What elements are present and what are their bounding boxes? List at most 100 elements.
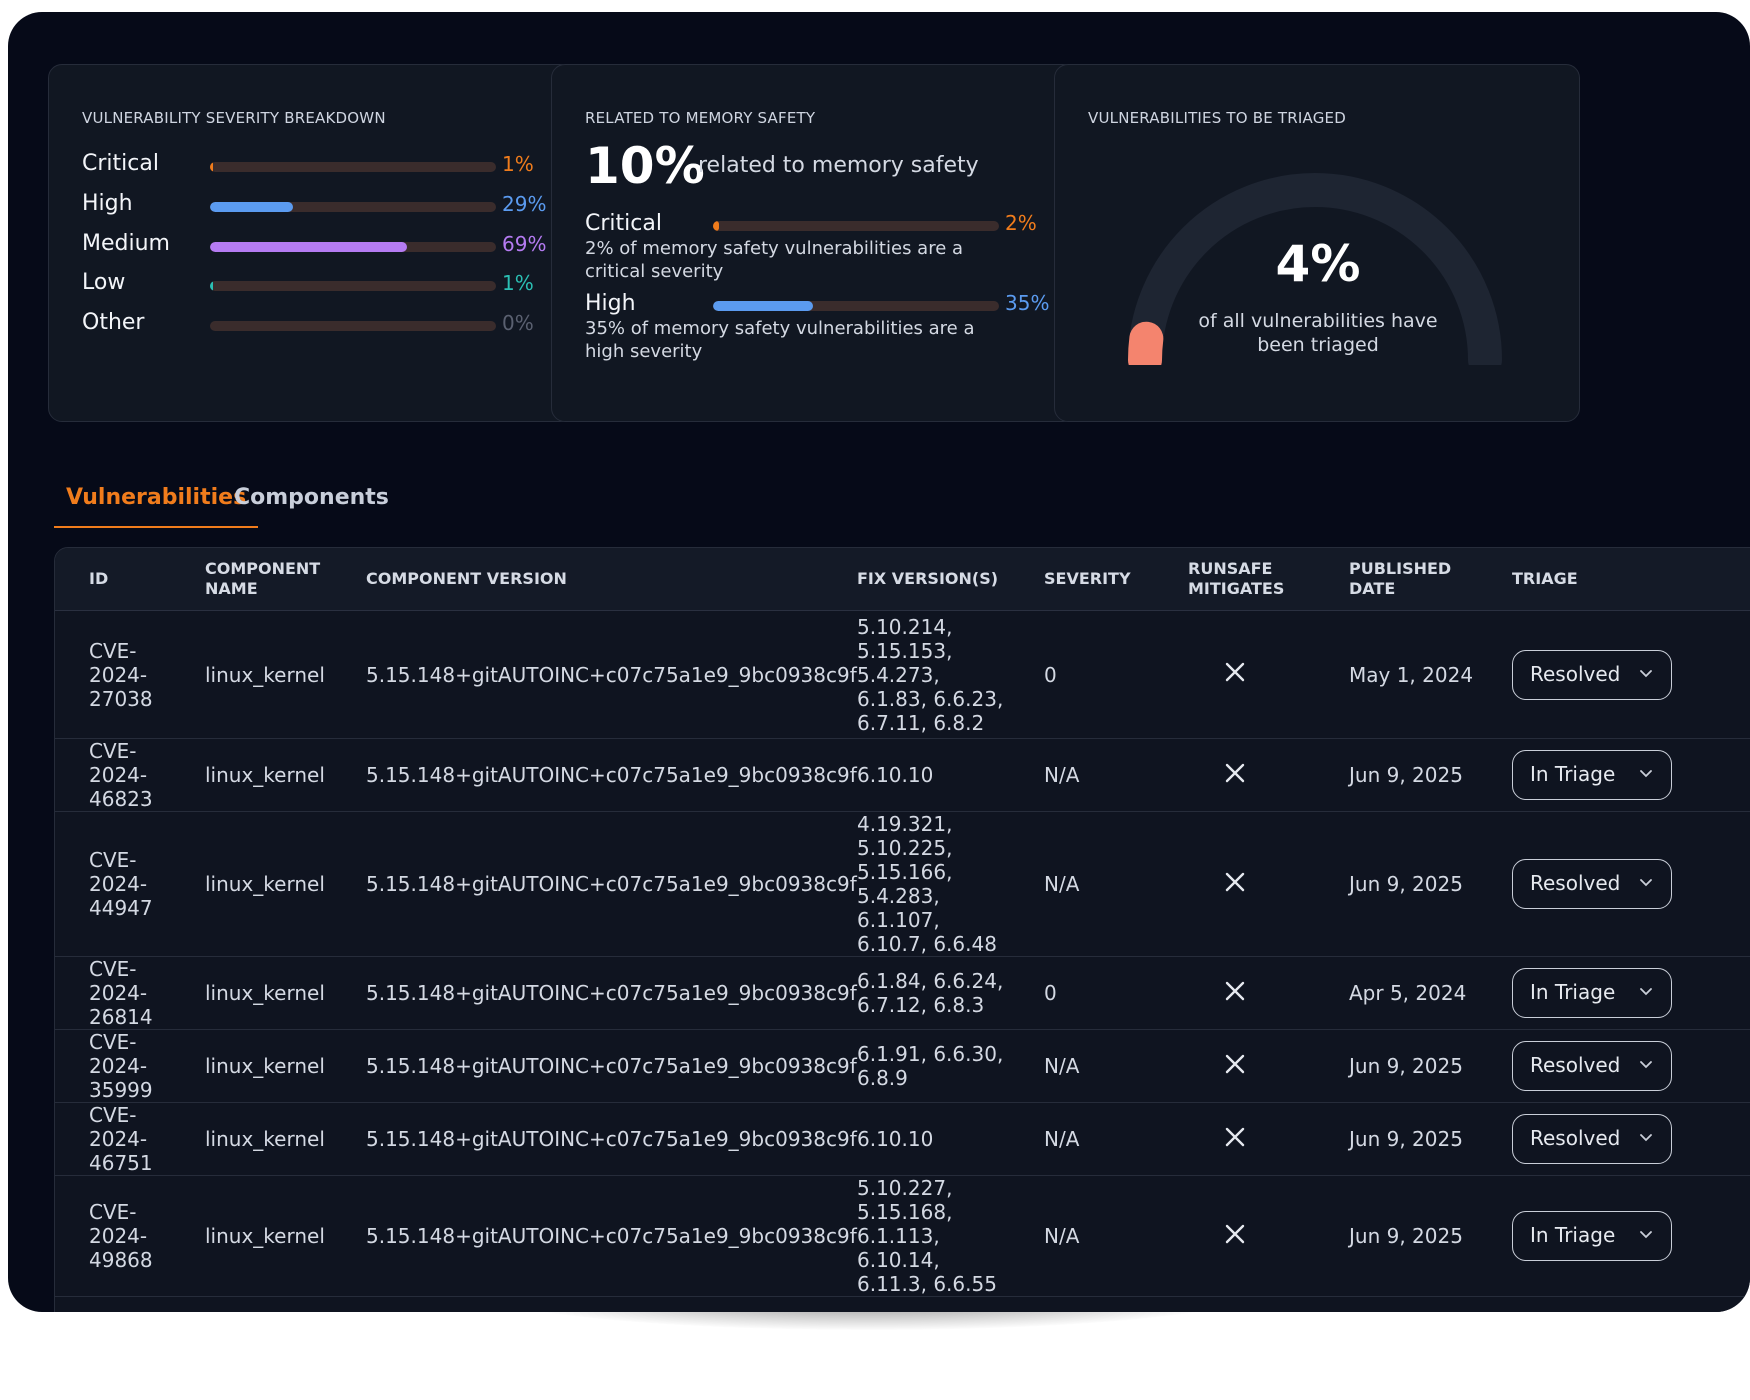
header-severity[interactable]: SEVERITY xyxy=(1010,548,1154,611)
cell-id: CVE-2024-27038 xyxy=(55,610,171,739)
table-row[interactable]: CVE-2024-27038 linux_kernel 5.15.148+gitAU… xyxy=(55,610,1750,739)
cell-fix-versions: 6.10.10 xyxy=(823,738,1010,812)
cell-id: CVE-2024-46823 xyxy=(55,738,171,812)
header-component-name[interactable]: COMPONENT NAME xyxy=(171,548,332,611)
cell-triage: Resolved xyxy=(1478,1029,1750,1103)
table-row[interactable]: CVE-2024-49868 linux_kernel 5.15.148+gitAU… xyxy=(55,1175,1750,1297)
cell-published-date: Jun 9, 2025 xyxy=(1315,1175,1478,1297)
header-component-version[interactable]: COMPONENT VERSION xyxy=(332,548,823,611)
cell-id: CVE-2024-46751 xyxy=(55,1102,171,1176)
cell-runsafe-mitigates xyxy=(1154,1102,1315,1176)
table-row[interactable]: CVE-2024-46751 linux_kernel 5.15.148+gitAU… xyxy=(55,1102,1750,1176)
memory-safety-percent: 10% xyxy=(585,137,705,195)
triage-status-dropdown[interactable]: Resolved xyxy=(1512,1041,1672,1091)
header-triage[interactable]: TRIAGE xyxy=(1478,548,1750,611)
severity-bar xyxy=(210,162,496,172)
table-row[interactable]: CVE-2024-35999 linux_kernel 5.15.148+gitAU… xyxy=(55,1029,1750,1103)
severity-bar xyxy=(210,242,496,252)
triage-status-value: In Triage xyxy=(1530,762,1616,786)
cell-fix-versions: 6.1.91, 6.6.30, 6.8.9 xyxy=(823,1029,1010,1103)
header-id[interactable]: ID xyxy=(55,548,171,611)
cell-fix-versions: 5.10.227, 5.15.168, 6.1.113, 6.10.14, 6.… xyxy=(823,1175,1010,1297)
memory-severity-description: 2% of memory safety vulnerabilities are … xyxy=(585,238,964,282)
severity-bar-fill xyxy=(210,281,214,291)
triage-status-dropdown[interactable]: Resolved xyxy=(1512,1114,1672,1164)
chevron-down-icon xyxy=(1640,988,1652,996)
chevron-down-icon xyxy=(1640,1134,1652,1142)
cell-triage: Resolved xyxy=(1478,811,1750,957)
cell-severity: N/A xyxy=(1010,738,1154,812)
cell-runsafe-mitigates xyxy=(1154,1175,1315,1297)
triage-status-dropdown[interactable]: Resolved xyxy=(1512,859,1672,909)
table-row[interactable]: CVE-2024-44947 linux_kernel 5.15.148+gitAU… xyxy=(55,811,1750,957)
triage-status-value: Resolved xyxy=(1530,1126,1621,1150)
close-icon xyxy=(1225,1054,1244,1073)
cell-component-version: 5.15.148+gitAUTOINC+c07c75a1e9_9bc0938c9… xyxy=(332,1029,857,1103)
close-icon xyxy=(1225,763,1244,782)
cell-triage: In Triage xyxy=(1478,738,1750,812)
memory-severity-bar-fill xyxy=(713,301,814,311)
triage-description: of all vulnerabilities have been triaged xyxy=(1198,310,1438,356)
severity-bar-fill xyxy=(210,242,408,252)
cell-fix-versions: 6.10.10 xyxy=(823,1102,1010,1176)
triage-status-value: Resolved xyxy=(1530,1053,1621,1077)
tab-vulnerabilities[interactable]: Vulnerabilities xyxy=(54,470,259,528)
memory-safety-description: related to memory safety xyxy=(698,153,979,178)
cell-published-date: Jun 9, 2025 xyxy=(1315,738,1478,812)
cell-component-name: linux_kernel xyxy=(171,956,332,1030)
severity-row-other: Other 0% xyxy=(82,304,552,344)
cell-published-date: Apr 5, 2024 xyxy=(1315,956,1478,1030)
close-icon xyxy=(1225,872,1244,891)
severity-percent: 1% xyxy=(502,271,534,295)
cell-component-version: 5.15.148+gitAUTOINC+c07c75a1e9_9bc0938c9… xyxy=(332,1102,857,1176)
severity-card-title: VULNERABILITY SEVERITY BREAKDOWN xyxy=(82,109,386,127)
gauge-fill xyxy=(1128,321,1164,365)
triage-status-dropdown[interactable]: In Triage xyxy=(1512,750,1672,800)
close-icon xyxy=(1225,981,1244,1000)
memory-severity-description: 35% of memory safety vulnerabilities are… xyxy=(585,318,975,362)
tab-bar: Vulnerabilities Components xyxy=(54,470,454,528)
cell-published-date: Jun 9, 2025 xyxy=(1315,1102,1478,1176)
cell-runsafe-mitigates xyxy=(1154,811,1315,957)
header-runsafe-mitigates[interactable]: RUNSAFE MITIGATES xyxy=(1154,548,1315,611)
cell-severity: N/A xyxy=(1010,1029,1154,1103)
cell-triage: In Triage xyxy=(1478,956,1750,1030)
dashboard-window: VULNERABILITY SEVERITY BREAKDOWN Critica… xyxy=(8,12,1750,1312)
severity-label: High xyxy=(82,191,133,216)
triage-status-value: Resolved xyxy=(1530,871,1621,895)
cell-id: CVE-2024-44947 xyxy=(55,811,171,957)
severity-row-high: High 29% xyxy=(82,185,552,225)
table-row[interactable]: CVE-2024-26814 linux_kernel 5.15.148+gitAU… xyxy=(55,956,1750,1030)
cell-published-date: Jun 9, 2025 xyxy=(1315,811,1478,957)
triage-status-dropdown[interactable]: In Triage xyxy=(1512,968,1672,1018)
severity-bar-fill xyxy=(210,162,214,172)
triage-status-dropdown[interactable]: Resolved xyxy=(1512,649,1672,700)
header-published-date[interactable]: PUBLISHED DATE xyxy=(1315,548,1478,611)
cell-runsafe-mitigates xyxy=(1154,738,1315,812)
table-row[interactable]: CVE-2024-46823 linux_kernel 5.15.148+gitAU… xyxy=(55,738,1750,812)
memory-row-critical: Critical 2% 2% of memory safety vulnerabil… xyxy=(585,211,1055,291)
chevron-down-icon xyxy=(1640,770,1652,778)
cell-fix-versions: 6.1.84, 6.6.24, 6.7.12, 6.8.3 xyxy=(823,956,1010,1030)
memory-severity-percent: 2% xyxy=(1005,211,1037,235)
cell-runsafe-mitigates xyxy=(1154,956,1315,1030)
header-fix-versions[interactable]: FIX VERSION(S) xyxy=(823,548,1010,611)
table-header-row: ID COMPONENT NAME COMPONENT VERSION FIX … xyxy=(55,548,1750,611)
severity-breakdown-card: VULNERABILITY SEVERITY BREAKDOWN Critica… xyxy=(48,64,574,422)
severity-bar-fill xyxy=(210,202,293,212)
cell-component-version: 5.15.148+gitAUTOINC+c07c75a1e9_9bc0938c9… xyxy=(332,811,857,957)
vulnerabilities-table: ID COMPONENT NAME COMPONENT VERSION FIX … xyxy=(54,547,1750,1312)
memory-card-title: RELATED TO MEMORY SAFETY xyxy=(585,109,816,127)
triage-status-dropdown[interactable]: In Triage xyxy=(1512,1211,1672,1261)
cell-triage: Resolved xyxy=(1478,1102,1750,1176)
memory-severity-bar xyxy=(713,301,999,311)
cell-component-version: 5.15.148+gitAUTOINC+c07c75a1e9_9bc0938c9… xyxy=(332,956,857,1030)
memory-severity-bar-fill xyxy=(713,221,719,231)
tab-components[interactable]: Components xyxy=(234,485,389,510)
severity-percent: 1% xyxy=(502,152,534,176)
cell-id: CVE-2024-35999 xyxy=(55,1029,171,1103)
cell-runsafe-mitigates xyxy=(1154,610,1315,739)
cell-component-version: 5.15.148+gitAUTOINC+c07c75a1e9_9bc0938c9… xyxy=(332,1175,857,1297)
severity-label: Critical xyxy=(82,151,159,176)
memory-severity-percent: 35% xyxy=(1005,291,1050,315)
